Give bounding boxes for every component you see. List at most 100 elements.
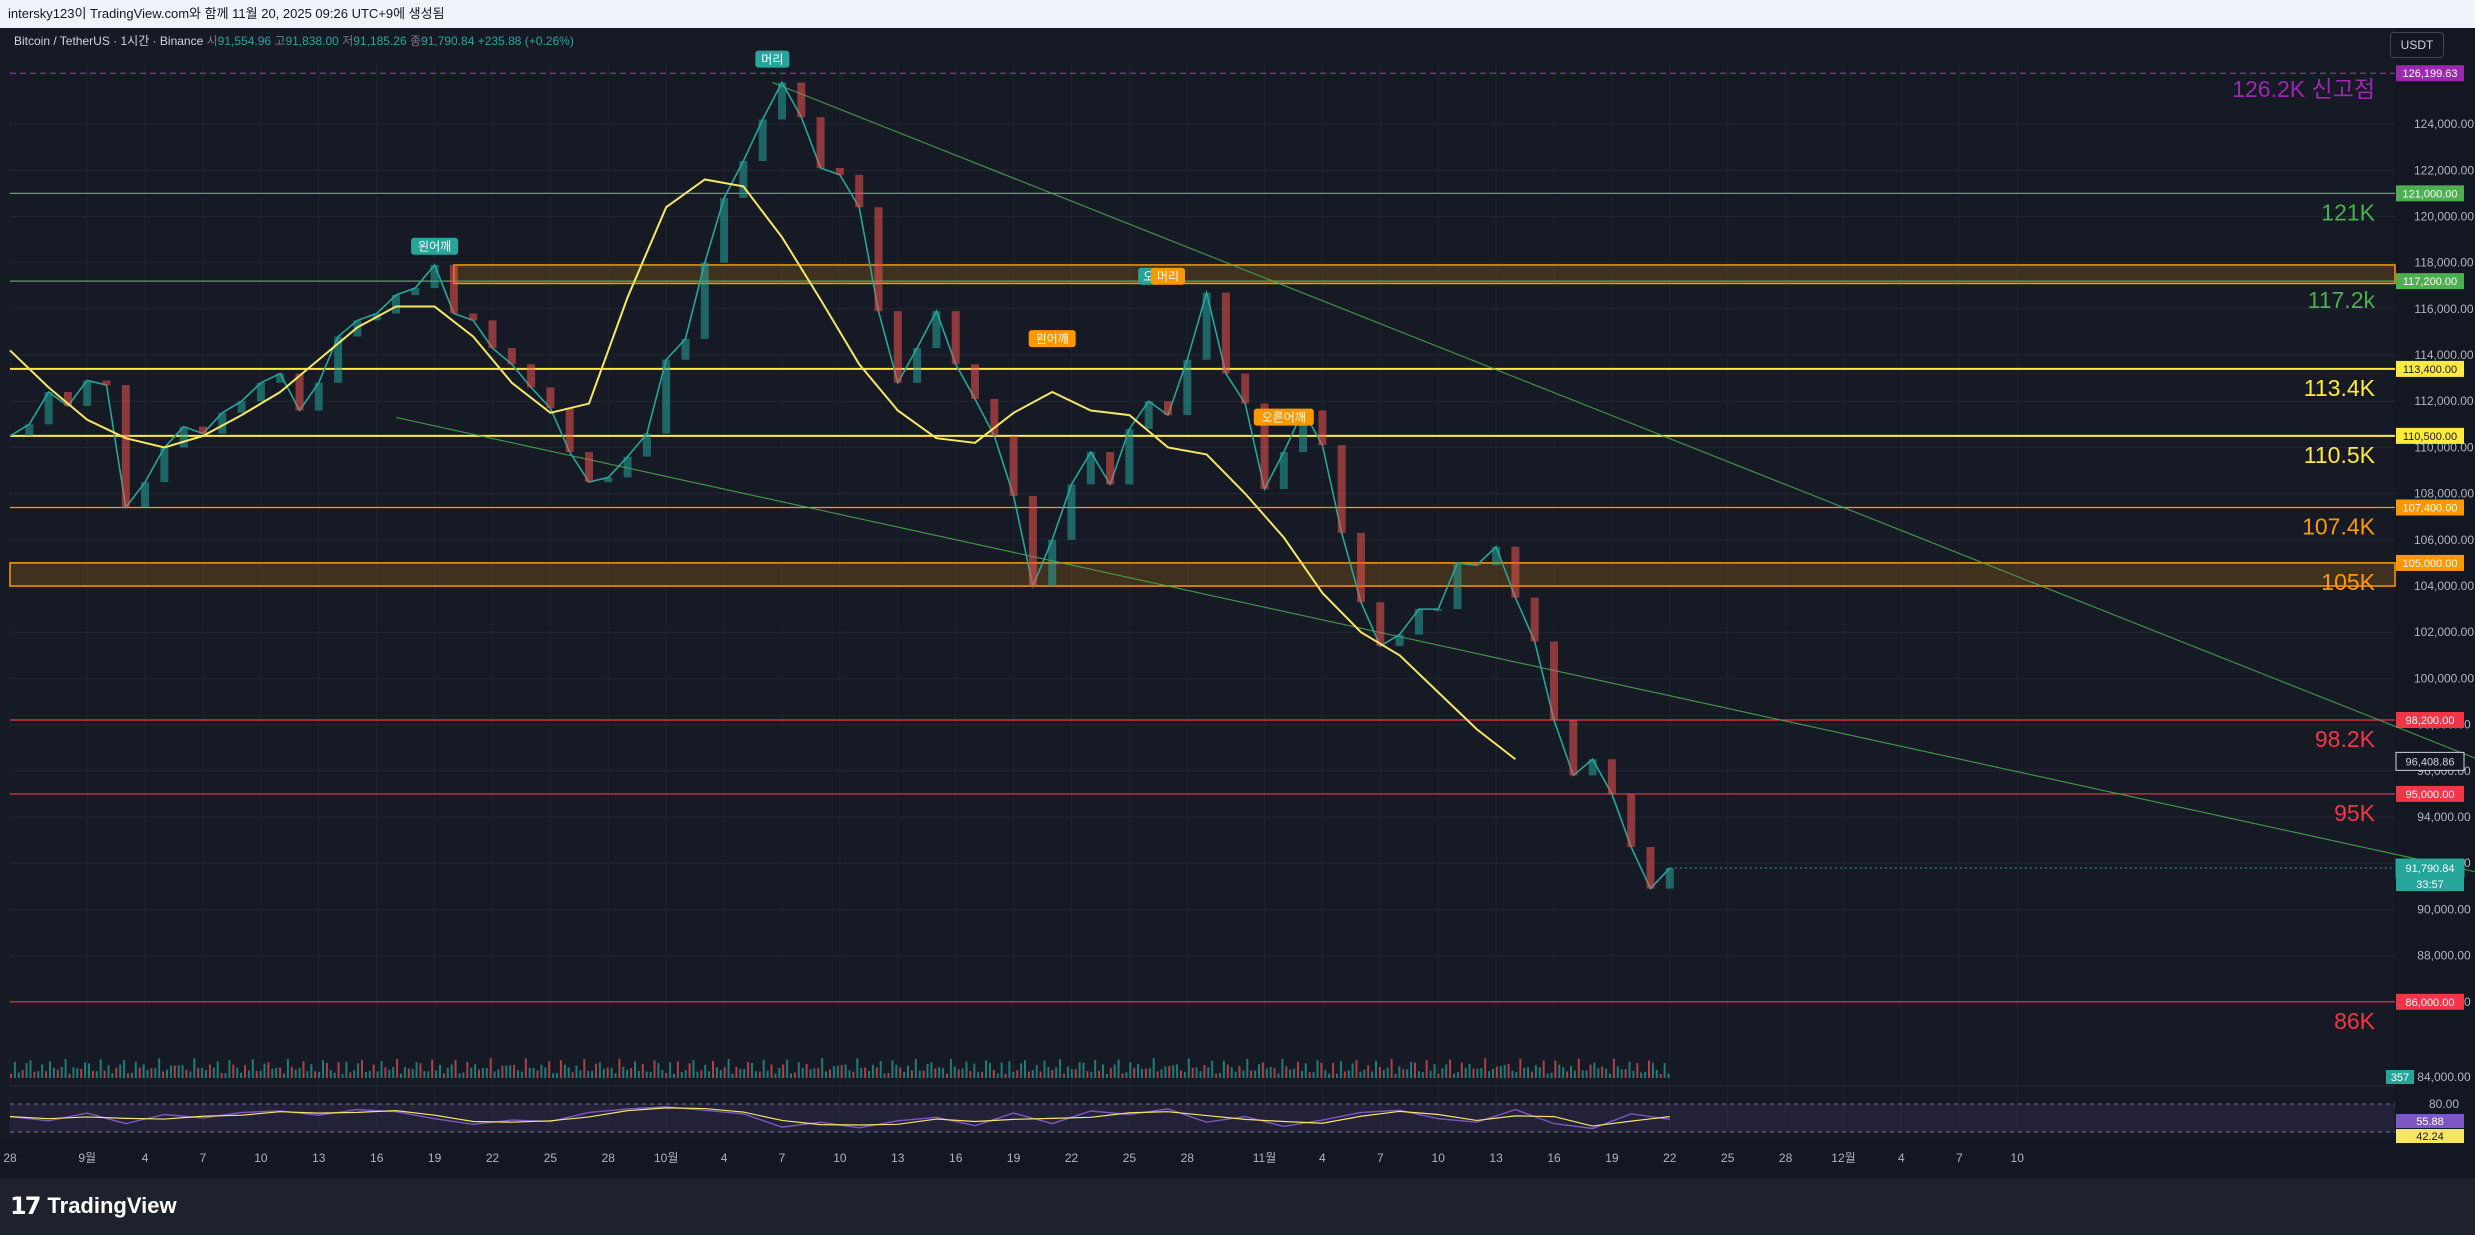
volume-bar: [236, 1067, 239, 1078]
volume-bar: [318, 1071, 321, 1078]
level-label: 95K: [2334, 800, 2376, 826]
volume-bar: [1371, 1071, 1374, 1078]
price-chart[interactable]: 124,000.00 122,000.00 120,000.00 118,000.00…: [0, 28, 2475, 1178]
candle-body: [681, 338, 690, 360]
volume-bar: [119, 1064, 122, 1078]
volume-bar: [251, 1059, 254, 1078]
volume-bar: [1554, 1060, 1557, 1078]
volume-bar: [977, 1071, 980, 1078]
volume-bar: [965, 1061, 968, 1078]
volume-bar: [1129, 1062, 1132, 1078]
volume-bar: [1538, 1067, 1541, 1078]
level-price-tag-text: 105,000.00: [2402, 558, 2457, 570]
time-tick-label: 16: [1547, 1151, 1561, 1165]
candle-body: [1550, 641, 1558, 720]
level-label: 113.4K: [2304, 375, 2376, 401]
volume-bar: [875, 1067, 878, 1078]
volume-bar: [384, 1067, 387, 1078]
volume-bar: [848, 1070, 851, 1078]
volume-bar: [907, 1065, 909, 1078]
volume-bar: [630, 1068, 633, 1078]
volume-bar: [127, 1073, 129, 1078]
volume-bar: [684, 1070, 687, 1078]
candle-body: [1183, 359, 1192, 416]
level-price-tag: [2396, 273, 2464, 290]
open-value: 91,554.96: [217, 34, 272, 48]
level-label: 105K: [2321, 569, 2375, 595]
volume-bar: [294, 1069, 297, 1078]
volume-bar: [1367, 1065, 1370, 1078]
volume-bar: [435, 1070, 438, 1078]
volume-bar: [232, 1064, 235, 1078]
time-tick-label: 19: [1007, 1151, 1021, 1165]
candle-body: [1530, 597, 1539, 642]
volume-bar: [1183, 1071, 1186, 1078]
volume-bar: [205, 1070, 207, 1078]
volume-bar: [345, 1061, 348, 1078]
volume-bar: [1667, 1073, 1670, 1078]
volume-bar: [411, 1069, 414, 1078]
volume-bar: [162, 1071, 165, 1078]
candle-body: [25, 424, 34, 436]
volume-bar: [283, 1073, 285, 1078]
volume-bar: [212, 1067, 215, 1078]
candle-body: [276, 373, 285, 383]
candle-body: [1164, 401, 1172, 416]
volume-bar: [739, 1068, 742, 1078]
level-price-tag: [2396, 785, 2464, 802]
volume-bar: [751, 1062, 753, 1078]
price-tick-label: 112,000.00: [2414, 394, 2473, 408]
volume-bar: [1503, 1064, 1506, 1078]
volume-bar: [423, 1070, 426, 1078]
time-tick-label: 25: [1721, 1151, 1735, 1165]
volume-bar: [415, 1062, 418, 1078]
volume-bar: [1109, 1068, 1112, 1078]
volume-bar: [130, 1072, 133, 1078]
volume-bar: [357, 1063, 360, 1078]
candle-body: [1627, 793, 1636, 848]
volume-bar: [1066, 1066, 1069, 1078]
candle-body: [1260, 403, 1269, 490]
low-value: 91,185.26: [353, 34, 407, 48]
volume-bar: [185, 1069, 188, 1078]
volume-bar: [1125, 1072, 1128, 1078]
volume-bar: [813, 1068, 816, 1078]
candle-body: [488, 320, 497, 349]
pattern-label-badge: [755, 50, 790, 68]
volume-bar: [1004, 1073, 1007, 1078]
volume-bar: [1203, 1065, 1206, 1078]
candle-body: [932, 311, 941, 349]
volume-bar: [193, 1058, 196, 1078]
chart-frame: 124,000.00 122,000.00 120,000.00 118,000.00…: [0, 28, 2475, 1235]
candle-body: [1318, 410, 1327, 446]
volume-bar: [462, 1072, 465, 1078]
volume-bar: [536, 1070, 539, 1078]
candle-body: [1607, 759, 1616, 794]
window-caption-bar: intersky123이 TradingView.com와 함께 11월 20,…: [0, 0, 2475, 28]
time-tick-label: 22: [1065, 1151, 1079, 1165]
volume-bar: [793, 1072, 796, 1078]
tradingview-logo[interactable]: 17 TradingView: [10, 1192, 177, 1220]
volume-bar: [240, 1072, 243, 1078]
currency-button[interactable]: USDT: [2390, 32, 2444, 58]
volume-bar: [1031, 1070, 1034, 1078]
volume-bar: [1589, 1064, 1592, 1078]
volume-bar: [634, 1061, 636, 1078]
volume-bar: [1265, 1068, 1268, 1078]
volume-bar: [1609, 1073, 1611, 1078]
volume-bar: [439, 1064, 441, 1078]
volume-bar: [544, 1067, 547, 1078]
volume-bar: [1577, 1058, 1580, 1078]
volume-bar: [1437, 1073, 1440, 1078]
candle-body: [778, 82, 786, 120]
time-tick-label: 28: [1779, 1151, 1793, 1165]
level-label: 126.2K 신고점: [2232, 76, 2375, 102]
volume-bar: [1386, 1067, 1389, 1078]
candle-body: [256, 382, 265, 402]
volume-bar: [481, 1068, 484, 1078]
candle-body: [1569, 720, 1578, 776]
volume-bar: [942, 1068, 945, 1078]
volume-bar: [887, 1073, 890, 1078]
volume-bar: [829, 1069, 831, 1078]
volume-bar: [641, 1063, 644, 1078]
